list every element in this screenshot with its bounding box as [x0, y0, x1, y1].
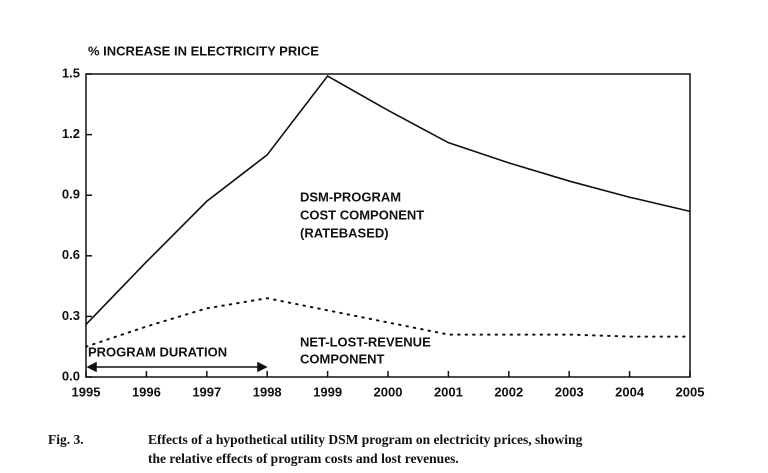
x-tick-label: 1998 [253, 384, 282, 399]
y-tick-label: 0.6 [62, 247, 80, 262]
duration-arrow [86, 361, 268, 373]
y-tick-label: 1.2 [62, 126, 80, 141]
x-tick-label: 2003 [555, 384, 584, 399]
y-tick-label: 0.0 [62, 368, 80, 383]
y-axis-label: % INCREASE IN ELECTRICITY PRICE [88, 43, 319, 58]
x-tick-label: 1996 [132, 384, 161, 399]
annotation: NET-LOST-REVENUE [300, 334, 431, 349]
x-tick-label: 2005 [676, 384, 705, 399]
caption-text: Effects of a hypothetical utility DSM pr… [148, 432, 583, 447]
annotation: (RATEBASED) [300, 225, 389, 240]
annotation: DSM-PROGRAM [300, 189, 401, 204]
series-line [85, 297, 691, 348]
y-tick-label: 0.9 [62, 187, 80, 202]
y-tick-label: 0.3 [62, 308, 80, 323]
x-tick-label: 2002 [494, 384, 523, 399]
x-tick-label: 2000 [374, 384, 403, 399]
annotation: COMPONENT [300, 351, 385, 366]
x-tick-label: 1995 [72, 384, 101, 399]
y-tick-label: 1.5 [62, 65, 80, 80]
caption-text: the relative effects of program costs an… [148, 451, 459, 466]
x-tick-label: 2004 [615, 384, 645, 399]
annotation: PROGRAM DURATION [88, 344, 227, 359]
series-line [85, 74, 691, 326]
x-tick-label: 1999 [313, 384, 342, 399]
x-tick-label: 2001 [434, 384, 463, 399]
caption-label: Fig. 3. [48, 432, 84, 447]
x-tick-label: 1997 [192, 384, 221, 399]
annotation: COST COMPONENT [300, 207, 424, 222]
